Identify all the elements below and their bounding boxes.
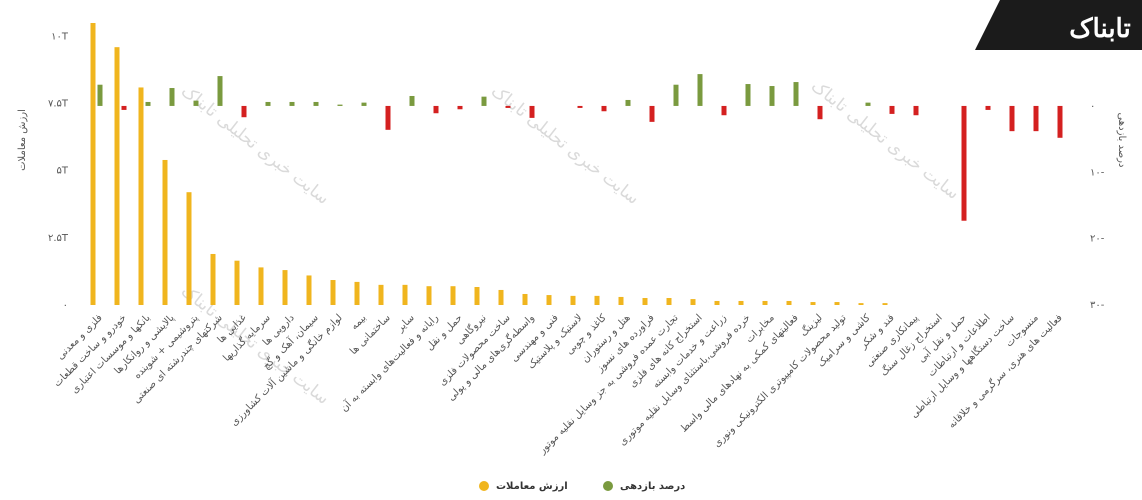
bar (649, 105, 655, 122)
bar (594, 295, 600, 305)
bar (313, 101, 319, 106)
logo: تابناک (1069, 14, 1130, 44)
bar (361, 102, 367, 106)
logo-cut (960, 0, 1000, 50)
bar (721, 105, 727, 116)
bar (865, 102, 871, 106)
bar (481, 96, 487, 106)
y2-tick-label: ۰ (1090, 101, 1095, 112)
bar (385, 105, 391, 130)
bar (457, 105, 463, 110)
bar (409, 95, 415, 106)
bar (745, 84, 751, 106)
bar (193, 100, 199, 106)
bar (618, 296, 624, 305)
bar (834, 302, 840, 305)
bar (378, 284, 384, 305)
bar (889, 105, 895, 114)
y2-tick-label: ۲۰- (1090, 234, 1105, 245)
legend-label: ارزش معاملات (496, 481, 568, 492)
bar (786, 300, 792, 305)
y2-tick-label: ۱۰- (1090, 167, 1105, 178)
bar (289, 101, 295, 106)
bar (577, 105, 583, 108)
bar (241, 105, 247, 118)
bar (402, 284, 408, 305)
y-tick-label: ۰ (63, 300, 68, 311)
bar (985, 105, 991, 110)
bar (1057, 105, 1063, 138)
bar (426, 286, 432, 305)
bar (697, 74, 703, 106)
bar (282, 270, 288, 305)
bar (714, 300, 720, 305)
bar (433, 105, 439, 114)
bar (505, 105, 511, 108)
bar (546, 295, 552, 305)
watermark: سایت خبری تحلیلی تابناک (807, 76, 963, 204)
bar (162, 159, 168, 305)
watermark: سایت خبری تحلیلی تابناک (487, 81, 643, 209)
bar (817, 105, 823, 120)
bar (625, 99, 631, 106)
bar (258, 267, 264, 305)
bar (690, 299, 696, 305)
bar (114, 47, 120, 306)
bar (522, 293, 528, 305)
bar (1009, 105, 1015, 132)
bar (642, 298, 648, 305)
bar (234, 260, 240, 305)
bar (121, 105, 127, 110)
y-tick-label: ۲.۵T (48, 233, 69, 244)
y2-tick-label: ۳۰- (1090, 300, 1105, 311)
legend-label: درصد بازدهی (620, 481, 685, 492)
y-tick-label: ۵T (57, 166, 69, 177)
bar (450, 286, 456, 305)
y-tick-label: ۱۰T (51, 31, 69, 42)
y-tick-label: ۷.۵T (48, 99, 69, 110)
bar (97, 84, 103, 106)
bar (474, 287, 480, 305)
bar (1033, 105, 1039, 132)
bar (601, 105, 607, 112)
bar (337, 104, 343, 106)
bar (138, 87, 144, 305)
y-axis-title: ارزش معاملات (17, 109, 28, 171)
bar (570, 295, 576, 305)
y2-axis-title: درصد بازدهی (1116, 113, 1127, 168)
bar (762, 300, 768, 305)
bar (498, 289, 504, 305)
bar (913, 105, 919, 116)
bar (529, 105, 535, 118)
x-tick-label: بیمه (349, 312, 369, 332)
watermark: سایت خبری تحلیلی تابناک (177, 81, 333, 209)
bar (738, 300, 744, 305)
bar (810, 302, 816, 305)
bar (306, 275, 312, 305)
bar (265, 101, 271, 106)
bar (217, 76, 223, 106)
bar (145, 101, 151, 106)
bar (210, 253, 216, 305)
bar (858, 303, 864, 305)
bar (793, 82, 799, 106)
bar (90, 23, 96, 305)
legend-marker (479, 481, 489, 491)
bar (666, 298, 672, 305)
bar (330, 280, 336, 305)
bar (186, 192, 192, 305)
bar (169, 88, 175, 106)
bar (961, 105, 967, 221)
bar (673, 84, 679, 106)
bar (882, 303, 888, 305)
legend-marker (603, 481, 613, 491)
bar (769, 86, 775, 106)
bar (354, 281, 360, 305)
